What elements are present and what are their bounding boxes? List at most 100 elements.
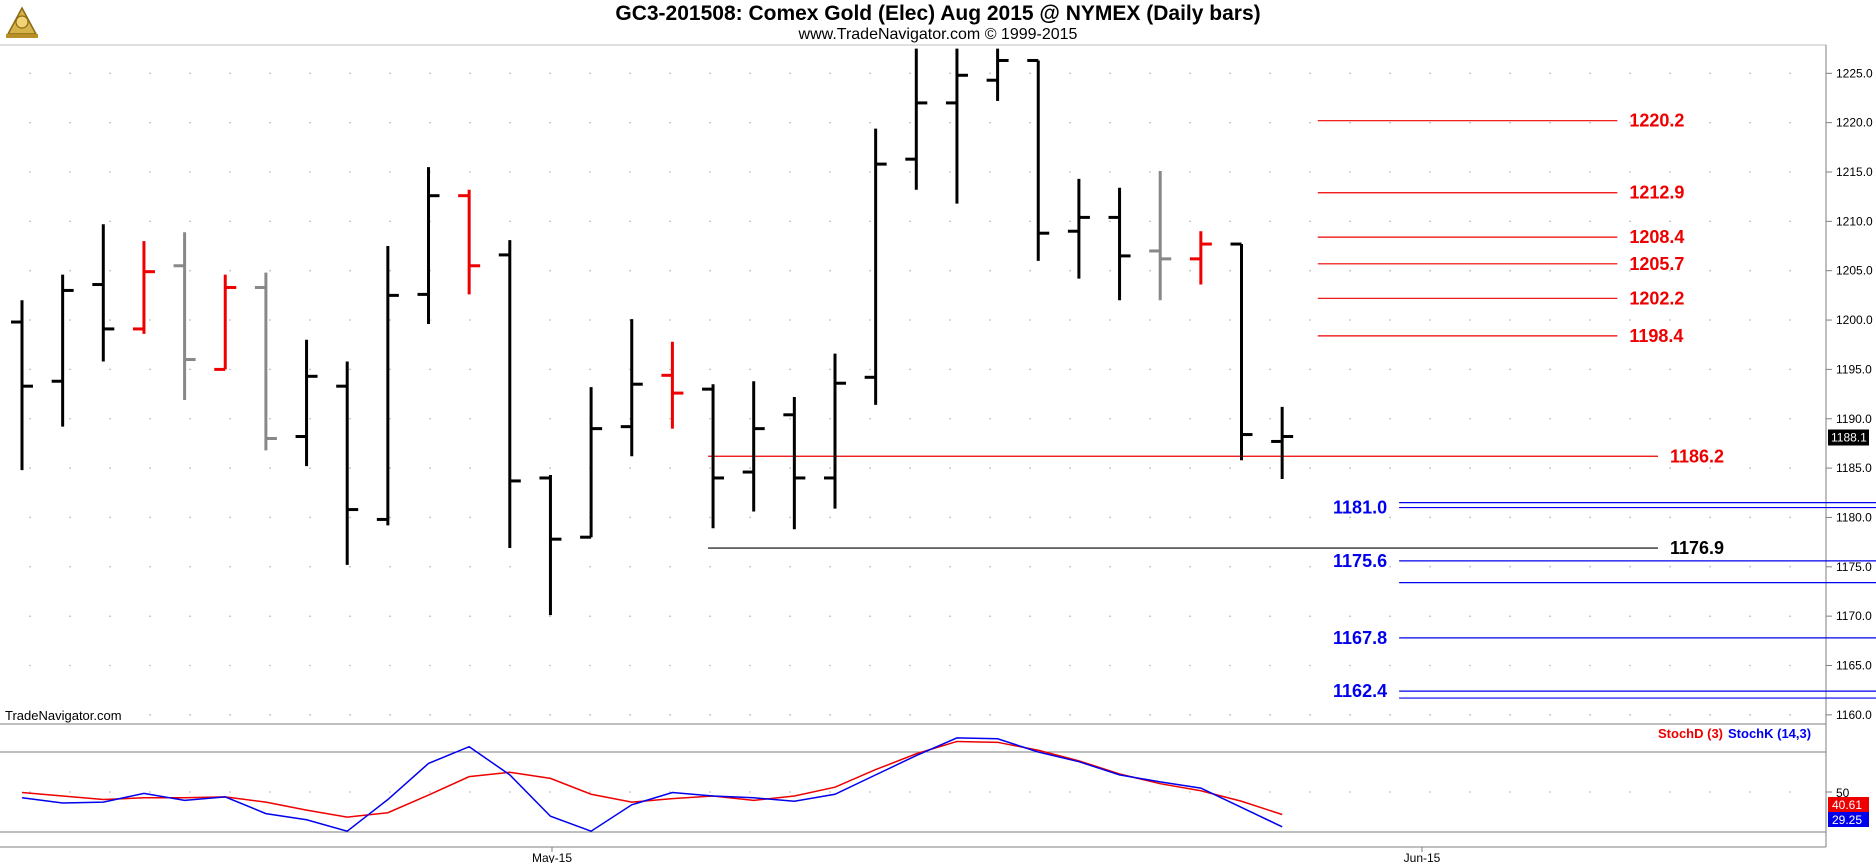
grid-dot	[1509, 72, 1511, 75]
stochk-value: 29.25	[1832, 813, 1862, 827]
grid-dot	[949, 417, 951, 420]
grid-dot	[709, 220, 711, 223]
grid-dot	[749, 171, 751, 173]
grid-dot	[189, 467, 191, 469]
grid-dot	[549, 467, 551, 469]
grid-dot	[1109, 566, 1111, 568]
grid-dot	[1469, 791, 1471, 793]
grid-dot	[709, 72, 711, 75]
grid-dot	[1469, 467, 1471, 469]
grid-dot	[229, 72, 231, 75]
grid-dot	[1709, 791, 1711, 793]
y-tick-label: 1185.0	[1836, 461, 1872, 475]
grid-dot	[789, 714, 791, 716]
grid-dot	[749, 516, 751, 519]
grid-dot	[469, 566, 471, 568]
grid-dot	[469, 72, 471, 75]
grid-dot	[1629, 269, 1631, 272]
grid-dot	[389, 566, 391, 568]
grid-dot	[1469, 664, 1471, 667]
x-axis: May-15 Jun-15	[532, 847, 1441, 863]
grid-dot	[1309, 664, 1311, 667]
grid-dot	[1309, 516, 1311, 519]
grid-dot	[1549, 566, 1551, 568]
grid-dot	[1669, 171, 1671, 173]
stoch-line	[21, 737, 1283, 833]
grid-dot	[869, 220, 871, 223]
legend-stochk: StochK (14,3)	[1728, 726, 1811, 741]
grid-dot	[269, 269, 271, 272]
grid-dot	[909, 368, 911, 371]
grid-dot	[1509, 664, 1511, 667]
grid-dot	[629, 467, 631, 469]
grid-dot	[1669, 269, 1671, 272]
level-label: 1205.7	[1629, 254, 1684, 274]
grid-dot	[1749, 714, 1751, 716]
grid-dot	[1349, 566, 1351, 568]
grid-dot	[1269, 171, 1271, 173]
grid-dot	[789, 319, 791, 321]
grid-dot	[29, 220, 31, 223]
grid-dot	[1629, 714, 1631, 716]
grid-dot	[109, 171, 111, 173]
grid-dot	[69, 121, 71, 124]
grid-dot	[909, 467, 911, 469]
level-label: 1176.9	[1670, 538, 1724, 558]
grid-dot	[29, 72, 31, 75]
grid-dot	[869, 269, 871, 272]
grid-dot	[389, 664, 391, 667]
grid-dot	[389, 72, 391, 75]
grid-dot	[749, 368, 751, 371]
grid-dot	[909, 516, 911, 519]
legend-stochd: StochD (3)	[1658, 726, 1723, 741]
grid-dot	[869, 566, 871, 568]
grid-dot	[1669, 714, 1671, 716]
grid-dot	[1629, 319, 1631, 321]
grid-dot	[349, 417, 351, 420]
grid-dot	[1429, 417, 1431, 420]
grid-dot	[1109, 791, 1111, 793]
grid-dot	[1109, 220, 1111, 223]
grid-dot	[1709, 467, 1711, 469]
grid-dot	[789, 615, 791, 617]
grid-dot	[429, 467, 431, 469]
grid-dot	[1549, 72, 1551, 75]
grid-dot	[1309, 467, 1311, 469]
grid-dot	[69, 269, 71, 272]
grid-dot	[549, 791, 551, 793]
grid-dot	[909, 220, 911, 223]
grid-dot	[1669, 121, 1671, 124]
grid-dot	[1589, 220, 1591, 223]
grid-dot	[1269, 269, 1271, 272]
grid-dot	[189, 664, 191, 667]
grid-dot	[629, 171, 631, 173]
grid-dot	[1029, 516, 1031, 519]
grid-dot	[1149, 72, 1151, 75]
grid-dot	[1029, 368, 1031, 371]
grid-dot	[949, 791, 951, 793]
grid-dot	[989, 566, 991, 568]
grid-dot	[389, 714, 391, 716]
grid-dot	[1469, 566, 1471, 568]
grid-dot	[669, 417, 671, 420]
grid-dot	[949, 566, 951, 568]
grid-dot	[1149, 615, 1151, 617]
grid-dot	[309, 467, 311, 469]
grid-dot	[1429, 220, 1431, 223]
grid-dot	[1389, 319, 1391, 321]
grid-dot	[1669, 220, 1671, 223]
grid-dot	[469, 516, 471, 519]
grid-dot	[909, 269, 911, 272]
grid-dot	[469, 319, 471, 321]
grid-dot	[229, 319, 231, 321]
grid-dot	[1509, 368, 1511, 371]
grid-dot	[1549, 714, 1551, 716]
grid-dot	[189, 791, 191, 793]
grid-dot	[349, 269, 351, 272]
grid-dot	[29, 615, 31, 617]
grid-dot	[309, 171, 311, 173]
grid-dot	[189, 368, 191, 371]
grid-dot	[1749, 516, 1751, 519]
grid-dot	[1029, 220, 1031, 223]
